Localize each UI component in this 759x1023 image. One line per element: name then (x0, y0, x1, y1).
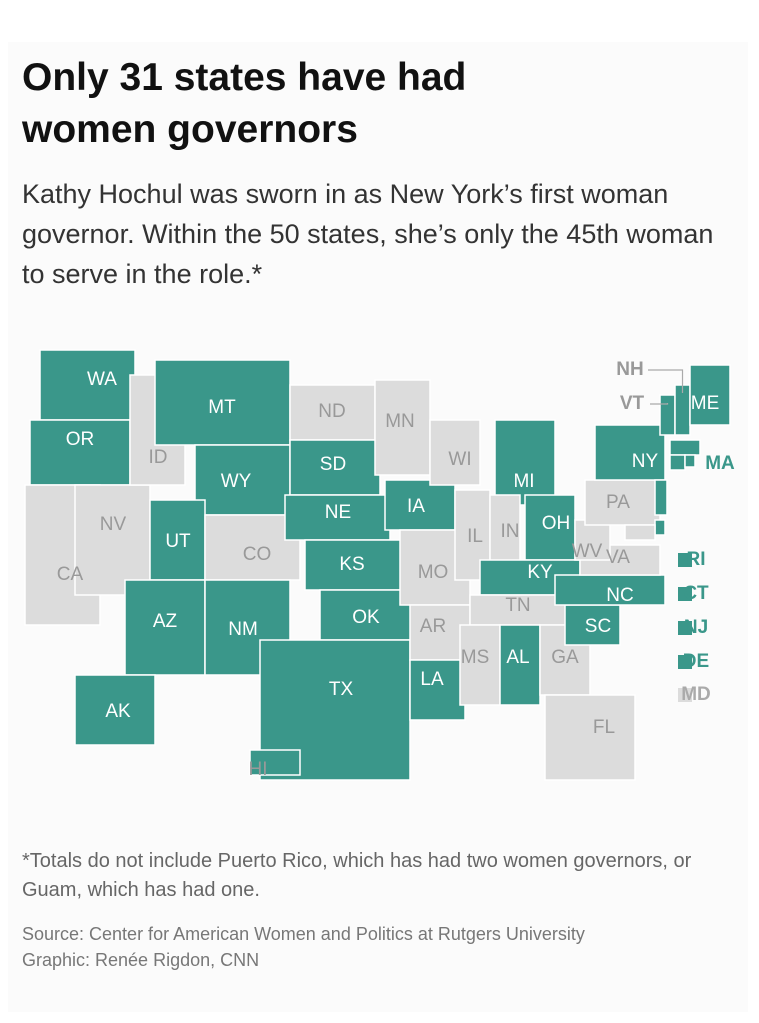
legend-swatch (678, 655, 692, 669)
state-label: KY (527, 562, 553, 583)
state-shape (304, 539, 406, 591)
state-label: FL (593, 717, 615, 738)
state-label: MO (418, 562, 449, 583)
title: Only 31 states have had women governors (22, 56, 467, 151)
state-shape (154, 359, 291, 446)
state-shape (29, 419, 131, 486)
state-label: SC (585, 616, 611, 637)
state-label: VA (606, 547, 630, 568)
state-label: OH (542, 513, 571, 534)
state-label: GA (551, 647, 579, 668)
state-label: SD (320, 454, 346, 475)
state-shape (669, 454, 686, 471)
state-label: AZ (153, 611, 178, 632)
state-shape (684, 454, 696, 468)
state-label: IN (501, 521, 520, 542)
state-shape (149, 499, 206, 581)
state-label: CT (683, 583, 709, 604)
state-shape (374, 379, 431, 476)
state-shape (669, 439, 701, 456)
subtitle: Kathy Hochul was sworn in as New York’s … (22, 179, 714, 289)
state-label: CA (57, 564, 84, 585)
state-label: RI (687, 549, 706, 570)
state-shape (289, 384, 376, 441)
state-label: NH (616, 359, 643, 380)
state-label: KS (339, 554, 364, 575)
state-shape (624, 524, 656, 541)
state-label: WV (572, 541, 603, 562)
state-label: WA (87, 369, 117, 390)
state-shape (384, 479, 456, 531)
state-label: NJ (684, 617, 708, 638)
state-label: LA (420, 669, 444, 690)
state-label: MN (385, 411, 415, 432)
state-label: ME (691, 393, 720, 414)
footnote: *Totals do not include Puerto Rico, whic… (22, 850, 692, 901)
state-label: NE (325, 502, 351, 523)
state-label: CO (243, 544, 272, 565)
state-label: OR (66, 429, 95, 450)
state-shape (74, 674, 156, 746)
legend-swatch (678, 587, 692, 601)
state-label: HI (249, 759, 268, 780)
state-label: WY (221, 471, 252, 492)
source-line: Source: Center for American Women and Po… (22, 924, 585, 944)
state-shape (654, 519, 666, 536)
state-shape (319, 589, 416, 641)
state-label: VT (620, 393, 645, 414)
state-shape (544, 694, 636, 781)
state-shape (289, 439, 381, 496)
legend-swatch (678, 621, 692, 635)
credit-line: Graphic: Renée Rigdon, CNN (22, 950, 260, 970)
state-shape (489, 494, 521, 566)
state-label: TX (329, 679, 354, 700)
state-label: MA (705, 453, 735, 474)
state-shape (429, 419, 481, 486)
state-shape (124, 579, 206, 676)
state-label: NC (606, 585, 633, 606)
state-label: NV (100, 514, 127, 535)
state-shape (689, 364, 731, 426)
state-shape (499, 624, 541, 706)
state-label: AL (506, 647, 529, 668)
state-label: DE (683, 651, 709, 672)
state-label: AK (105, 701, 131, 722)
state-label: TN (505, 595, 530, 616)
state-label: AR (420, 616, 446, 637)
state-label: ND (318, 401, 345, 422)
source: Source: Center for American Women and Po… (22, 921, 742, 973)
state-shape (564, 604, 621, 646)
state-shape (204, 514, 301, 581)
state-label: PA (606, 492, 630, 513)
state-shape (524, 494, 576, 561)
state-label: IA (407, 496, 425, 517)
state-shape (654, 479, 668, 516)
state-shape (249, 749, 301, 776)
state-shape (659, 394, 676, 436)
state-label: NM (228, 619, 258, 640)
state-label: IL (467, 526, 483, 547)
leader-line (648, 369, 684, 393)
state-shape (494, 419, 556, 506)
state-label: MT (208, 397, 236, 418)
legend-swatch (678, 553, 692, 567)
state-label: ID (149, 447, 168, 468)
state-label: MD (681, 684, 711, 705)
state-label: MI (513, 471, 534, 492)
state-shape (74, 484, 151, 596)
state-label: WI (448, 449, 471, 470)
leader-line (650, 403, 669, 405)
state-label: OK (352, 607, 380, 628)
legend-swatch (678, 688, 692, 702)
state-shape (284, 494, 391, 541)
state-shape (594, 424, 666, 481)
state-shape (409, 659, 466, 721)
state-label: UT (165, 531, 191, 552)
state-label: NY (632, 451, 659, 472)
state-label: MS (461, 647, 490, 668)
